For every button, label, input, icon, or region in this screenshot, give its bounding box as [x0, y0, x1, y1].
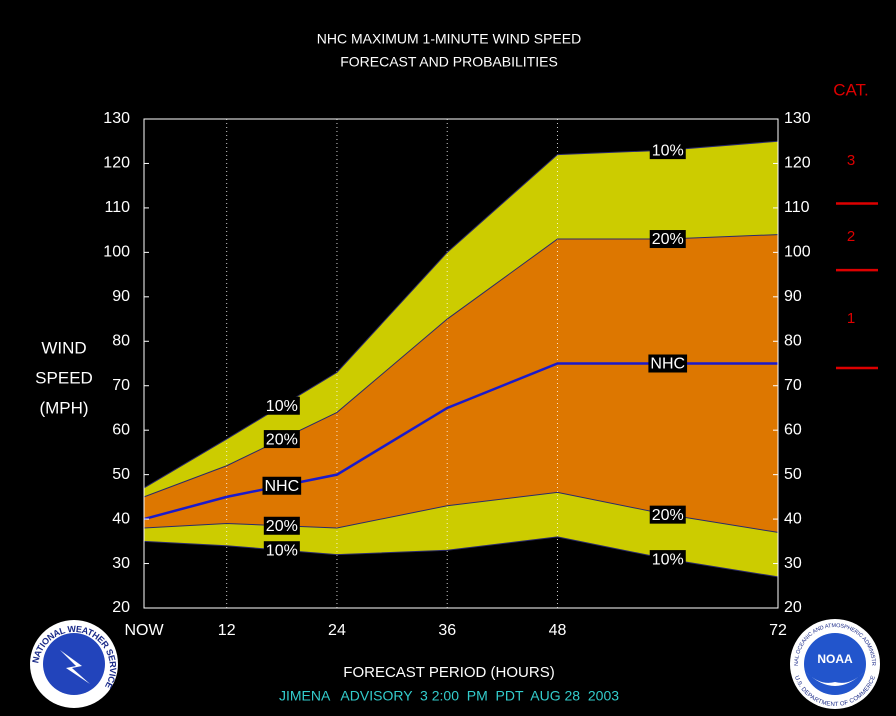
x-tick-label: 12 — [218, 622, 236, 639]
category-label: 3 — [847, 152, 855, 169]
band-fill — [144, 234, 778, 533]
series-label-bg — [649, 230, 686, 249]
y-axis-label: WIND — [41, 338, 86, 357]
x-tick-label: 36 — [438, 622, 456, 639]
series-label: 10% — [649, 141, 686, 160]
plot-frame — [143, 118, 779, 609]
logo-wave — [806, 672, 864, 686]
series-label: 20% — [263, 430, 300, 449]
y2-tick-label: 80 — [784, 332, 802, 349]
y-tick-label: 120 — [103, 155, 130, 172]
y2-tick-label: 110 — [784, 199, 810, 216]
category-title: CAT. — [833, 80, 869, 99]
y-tick-label: 110 — [104, 199, 130, 216]
category-label: 2 — [847, 228, 855, 245]
series-label-bg — [263, 430, 300, 449]
y-tick-label: 50 — [112, 466, 130, 483]
y-tick-label: 40 — [112, 510, 130, 527]
y-tick-label: 30 — [112, 555, 130, 572]
y-tick-label: 80 — [112, 332, 130, 349]
y-tick-label: 130 — [103, 110, 130, 127]
series-label-bg — [649, 141, 686, 160]
y2-tick-label: 90 — [784, 288, 802, 305]
y-axis-label: (MPH) — [39, 398, 88, 417]
y2-tick-label: 30 — [784, 555, 802, 572]
plot: NOW 12 24 36 48 72203040506070809010011012013… — [103, 80, 878, 639]
series-label-text: NHC — [650, 356, 685, 373]
series-label-text: 20% — [652, 231, 684, 248]
y-tick-label: 60 — [112, 421, 130, 438]
y-tick-label: 20 — [112, 599, 130, 616]
series-label: 10% — [263, 396, 300, 415]
chart-title: NHC MAXIMUM 1-MINUTE WIND SPEED — [317, 31, 581, 47]
logo-center — [804, 633, 866, 695]
series-label-text: 20% — [266, 518, 298, 535]
logo-center-text: NOAA — [817, 652, 853, 666]
x-axis-label: FORECAST PERIOD (HOURS) — [343, 664, 554, 681]
y2-tick-label: 70 — [784, 377, 802, 394]
series-label-bg — [262, 476, 302, 495]
series-label-bg — [263, 541, 300, 560]
series-label-text: 10% — [266, 398, 298, 415]
footer: JIMENA ADVISORY 3 2:00 PM PDT AUG 28 200… — [279, 688, 619, 704]
y2-tick-label: 40 — [784, 510, 802, 527]
series-label: 10% — [649, 550, 686, 569]
y2-tick-label: 60 — [784, 421, 802, 438]
series-label: 10% — [263, 541, 300, 560]
series-label: NHC — [648, 354, 688, 373]
x-tick-label: 72 — [769, 622, 787, 639]
y-tick-label: 90 — [112, 288, 130, 305]
series-label-text: 10% — [266, 542, 298, 559]
logo-bolt — [60, 650, 90, 684]
y2-tick-label: 120 — [784, 155, 811, 172]
series-label: 20% — [649, 230, 686, 249]
series-label-text: NHC — [264, 478, 299, 495]
y-tick-label: 100 — [103, 244, 130, 261]
x-tick-label: NOW — [124, 622, 164, 639]
y2-tick-label: 20 — [784, 599, 802, 616]
series-label: NHC — [262, 476, 302, 495]
series-label-bg — [649, 550, 686, 569]
series-label-bg — [649, 505, 686, 524]
series-label-text: 10% — [652, 142, 684, 159]
y2-tick-label: 100 — [784, 244, 811, 261]
series-label-bg — [263, 396, 300, 415]
x-tick-label: 48 — [549, 622, 567, 639]
series-label-bg — [263, 516, 300, 535]
series-label-text: 10% — [652, 551, 684, 568]
series-label-bg — [648, 354, 688, 373]
y-axis-label: SPEED — [35, 368, 93, 387]
y2-tick-label: 130 — [784, 110, 811, 127]
y2-tick-label: 50 — [784, 466, 802, 483]
series-label-text: 20% — [266, 431, 298, 448]
category-label: 1 — [847, 310, 855, 327]
chart-subtitle: FORECAST AND PROBABILITIES — [340, 54, 558, 70]
x-tick-label: 24 — [328, 622, 346, 639]
y-tick-label: 70 — [112, 377, 130, 394]
series-label: 20% — [649, 505, 686, 524]
series-label-text: 20% — [652, 507, 684, 524]
series-label: 20% — [263, 516, 300, 535]
nws-logo: NATIONAL WEATHER SERVICE — [30, 620, 118, 708]
